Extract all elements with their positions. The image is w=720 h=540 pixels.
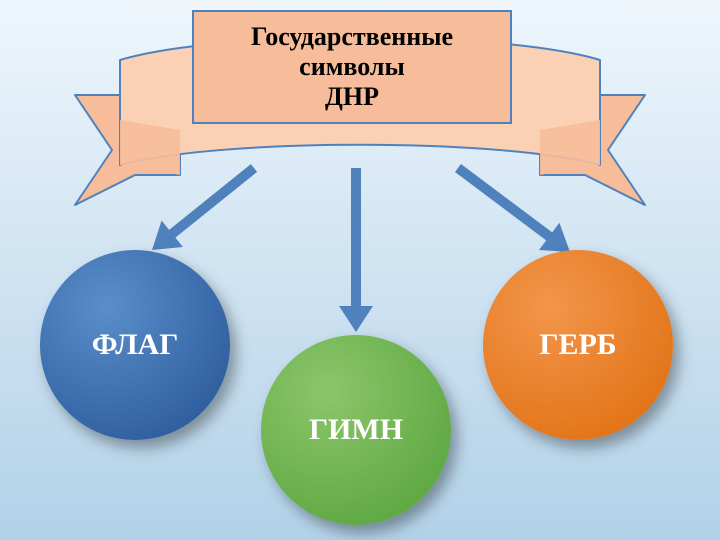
diagram-stage: Государственные символы ДНР ФЛАГ ГИМН ГЕ… <box>0 0 720 540</box>
node-anthem: ГИМН <box>261 335 451 525</box>
node-flag-label: ФЛАГ <box>92 328 179 362</box>
node-coat-label: ГЕРБ <box>539 328 616 362</box>
title-line-3: ДНР <box>325 82 379 112</box>
node-coat: ГЕРБ <box>483 250 673 440</box>
node-anthem-label: ГИМН <box>309 413 403 447</box>
node-flag: ФЛАГ <box>40 250 230 440</box>
title-line-1: Государственные <box>251 22 453 52</box>
title-line-2: символы <box>299 52 405 82</box>
title-box: Государственные символы ДНР <box>192 10 512 124</box>
